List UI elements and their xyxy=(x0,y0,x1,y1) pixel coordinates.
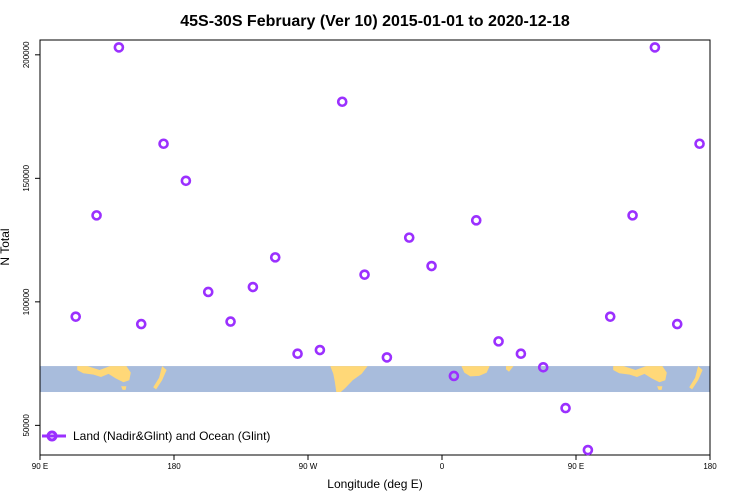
plot-frame xyxy=(39,39,711,456)
data-point xyxy=(582,444,594,456)
data-point xyxy=(604,311,616,322)
x-tick-label: 180 xyxy=(703,462,717,471)
land-shape xyxy=(689,366,703,390)
y-axis: 50000 100000 150000 200000 xyxy=(22,41,40,437)
data-point xyxy=(292,348,303,360)
data-point xyxy=(269,252,281,263)
data-point xyxy=(448,370,460,382)
y-tick-label: 100000 xyxy=(22,288,31,315)
data-point xyxy=(202,286,214,298)
y-tick-label: 50000 xyxy=(22,414,31,437)
data-point xyxy=(225,316,236,327)
data-point xyxy=(91,210,102,221)
land-shape xyxy=(506,366,514,372)
data-point xyxy=(381,352,393,363)
data-point xyxy=(314,344,326,356)
data-point xyxy=(113,42,125,53)
data-point xyxy=(560,402,571,414)
data-point xyxy=(493,336,504,347)
data-point xyxy=(627,210,638,221)
y-tick-label: 150000 xyxy=(22,164,31,191)
land-shape xyxy=(657,386,663,390)
data-point xyxy=(671,318,683,330)
x-axis-label: Longitude (deg E) xyxy=(327,477,422,491)
x-tick-label: 90 W xyxy=(299,462,318,471)
data-points xyxy=(70,42,705,456)
data-point xyxy=(515,348,527,360)
data-point xyxy=(649,42,661,53)
x-tick-label: 90 E xyxy=(568,462,584,471)
land-shape xyxy=(121,386,127,390)
x-tick-label: 180 xyxy=(167,462,181,471)
map-strip xyxy=(40,366,710,393)
legend-marker xyxy=(46,430,58,442)
legend: Land (Nadir&Glint) and Ocean (Glint) xyxy=(42,429,270,443)
land-shape xyxy=(461,366,490,377)
data-point xyxy=(470,215,482,226)
data-point xyxy=(359,269,370,280)
data-point xyxy=(70,311,82,322)
land-shape xyxy=(153,366,167,390)
chart-title: 45S-30S February (Ver 10) 2015-01-01 to … xyxy=(180,13,570,30)
x-axis: 90 E 180 90 W 0 90 E 180 xyxy=(32,455,717,471)
data-point xyxy=(247,281,259,293)
land-shape xyxy=(330,366,368,392)
data-point xyxy=(180,175,192,187)
x-tick-label: 0 xyxy=(440,462,445,471)
data-point xyxy=(426,260,437,272)
data-point xyxy=(135,318,147,330)
y-tick-label: 200000 xyxy=(22,41,31,68)
data-point xyxy=(158,138,169,150)
data-point xyxy=(694,138,705,150)
data-point xyxy=(537,362,549,373)
data-point xyxy=(336,96,348,108)
map-ocean xyxy=(40,366,710,393)
legend-label: Land (Nadir&Glint) and Ocean (Glint) xyxy=(73,429,270,443)
data-point xyxy=(403,232,415,243)
land-shape xyxy=(77,366,131,383)
land-shape xyxy=(613,366,667,383)
map-land xyxy=(77,366,703,392)
x-tick-label: 90 E xyxy=(32,462,48,471)
y-axis-label: N Total xyxy=(0,228,12,265)
